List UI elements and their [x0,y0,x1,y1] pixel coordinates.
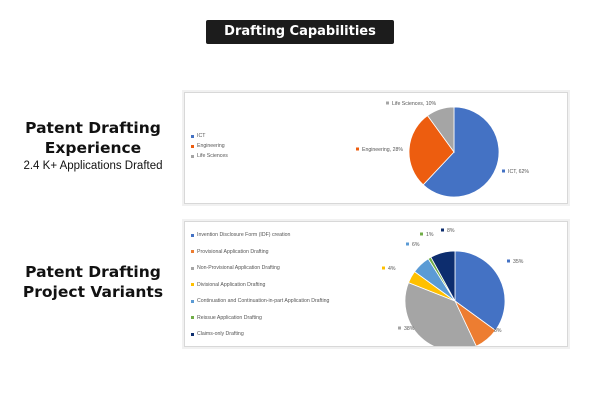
experience-slice-ict [422,106,500,198]
variants-data-label-continuation-and-continuation-in-part-application-drafting: 6% [406,242,420,248]
svg-text:38%: 38% [404,326,415,332]
variants-data-label-divisional-application-drafting: 4% [382,266,396,272]
variants-legend-label: Non-Provisional Application Drafting [197,265,280,271]
experience-heading-line1: Patent Drafting [25,119,161,137]
variants-slice-claims-only-drafting [430,250,456,302]
svg-text:1%: 1% [426,232,434,238]
variants-legend-item-claims-only-drafting: Claims-only Drafting [191,331,333,338]
variants-slice-provisional-application-drafting [454,300,497,346]
variants-legend-swatch [191,316,194,320]
variants-slice-invention-disclosure-form-idf-creation [454,250,506,331]
variants-legend-label: Invention Disclosure Form (IDF) creation [197,232,291,238]
svg-text:Engineering, 28%: Engineering, 28% [362,147,403,153]
experience-legend-label: Engineering [197,143,225,149]
experience-legend-label: ICT [197,133,206,139]
variants-heading-line1: Patent Drafting [25,263,161,281]
variants-label: Patent Drafting Project Variants [10,262,176,302]
variants-legend-label: Divisional Application Drafting [197,281,266,288]
experience-pie-chart: ICT, 62% Engineering, 28% Life Sciences, 1… [356,101,529,198]
experience-label: Patent Drafting Experience 2.4 K+ Applic… [10,118,176,174]
svg-text:6%: 6% [412,242,420,248]
variants-data-label-provisional-application-drafting: 8% [488,328,502,334]
variants-legend-item-non-provisional-application-drafting: Non-Provisional Application Drafting [191,265,333,272]
variants-legend-label: Reissue Application Drafting [197,314,262,321]
svg-text:8%: 8% [494,328,502,334]
svg-text:8%: 8% [447,228,455,234]
variants-chart-panel: Invention Disclosure Form (IDF) creation… [184,221,568,347]
experience-data-label-life-sciences: Life Sciences, 10% [386,101,437,107]
variants-legend-label: Claims-only Drafting [197,331,244,337]
page-title: Drafting Capabilities [206,20,394,44]
variants-pie-chart: 35% 8% 38% 4% 6% 1% 8% [382,228,524,346]
experience-subheading: 2.4 K+ Applications Drafted [23,160,163,172]
experience-chart-panel: ICT Engineering Life Sciences ICT, 62% Engi… [184,92,568,204]
experience-legend-item-engineering: Engineering [191,143,225,149]
experience-legend-swatch [191,134,194,138]
variants-data-label-reissue-application-drafting: 1% [420,232,434,238]
experience-legend-swatch [191,154,194,158]
variants-slice-non-provisional-application-drafting [404,282,477,346]
variants-legend-item-reissue-application-drafting: Reissue Application Drafting [191,315,333,322]
experience-legend-item-ict: ICT [191,133,205,139]
experience-slice-engineering [408,115,455,186]
variants-data-label-claims-only-drafting: 8% [441,228,455,234]
variants-legend-swatch [191,250,194,254]
variants-legend-swatch [191,233,194,237]
experience-slice-life-sciences [426,106,455,154]
experience-data-label-engineering: Engineering, 28% [356,147,403,153]
variants-heading-line2: Project Variants [22,283,164,301]
variants-legend-swatch [191,266,194,270]
experience-heading-line2: Experience [44,139,142,157]
variants-legend-item-invention-disclosure-form-idf-creation: Invention Disclosure Form (IDF) creation [191,232,333,239]
variants-legend-swatch [191,332,194,336]
variants-legend-item-provisional-application-drafting: Provisional Application Drafting [191,249,333,256]
variants-legend-item-continuation-and-continuation-in-part-application-drafting: Continuation and Continuation-in-part Ap… [191,298,333,305]
variants-data-label-invention-disclosure-form-idf-creation: 35% [507,259,524,265]
variants-legend-label: Continuation and Continuation-in-part Ap… [197,298,330,304]
variants-legend-swatch [191,299,194,303]
svg-text:35%: 35% [513,259,524,265]
svg-text:ICT, 62%: ICT, 62% [508,169,529,175]
experience-legend-item-life-sciences: Life Sciences [191,153,228,159]
variants-data-label-non-provisional-application-drafting: 38% [398,326,415,332]
experience-legend-swatch [191,144,194,148]
experience-data-label-ict: ICT, 62% [502,169,529,175]
variants-legend-item-divisional-application-drafting: Divisional Application Drafting [191,282,333,289]
svg-text:Life Sciences, 10%: Life Sciences, 10% [392,101,437,107]
experience-legend-label: Life Sciences [197,153,228,159]
variants-legend-label: Provisional Application Drafting [197,248,269,255]
svg-text:4%: 4% [388,266,396,272]
variants-legend-swatch [191,283,194,287]
